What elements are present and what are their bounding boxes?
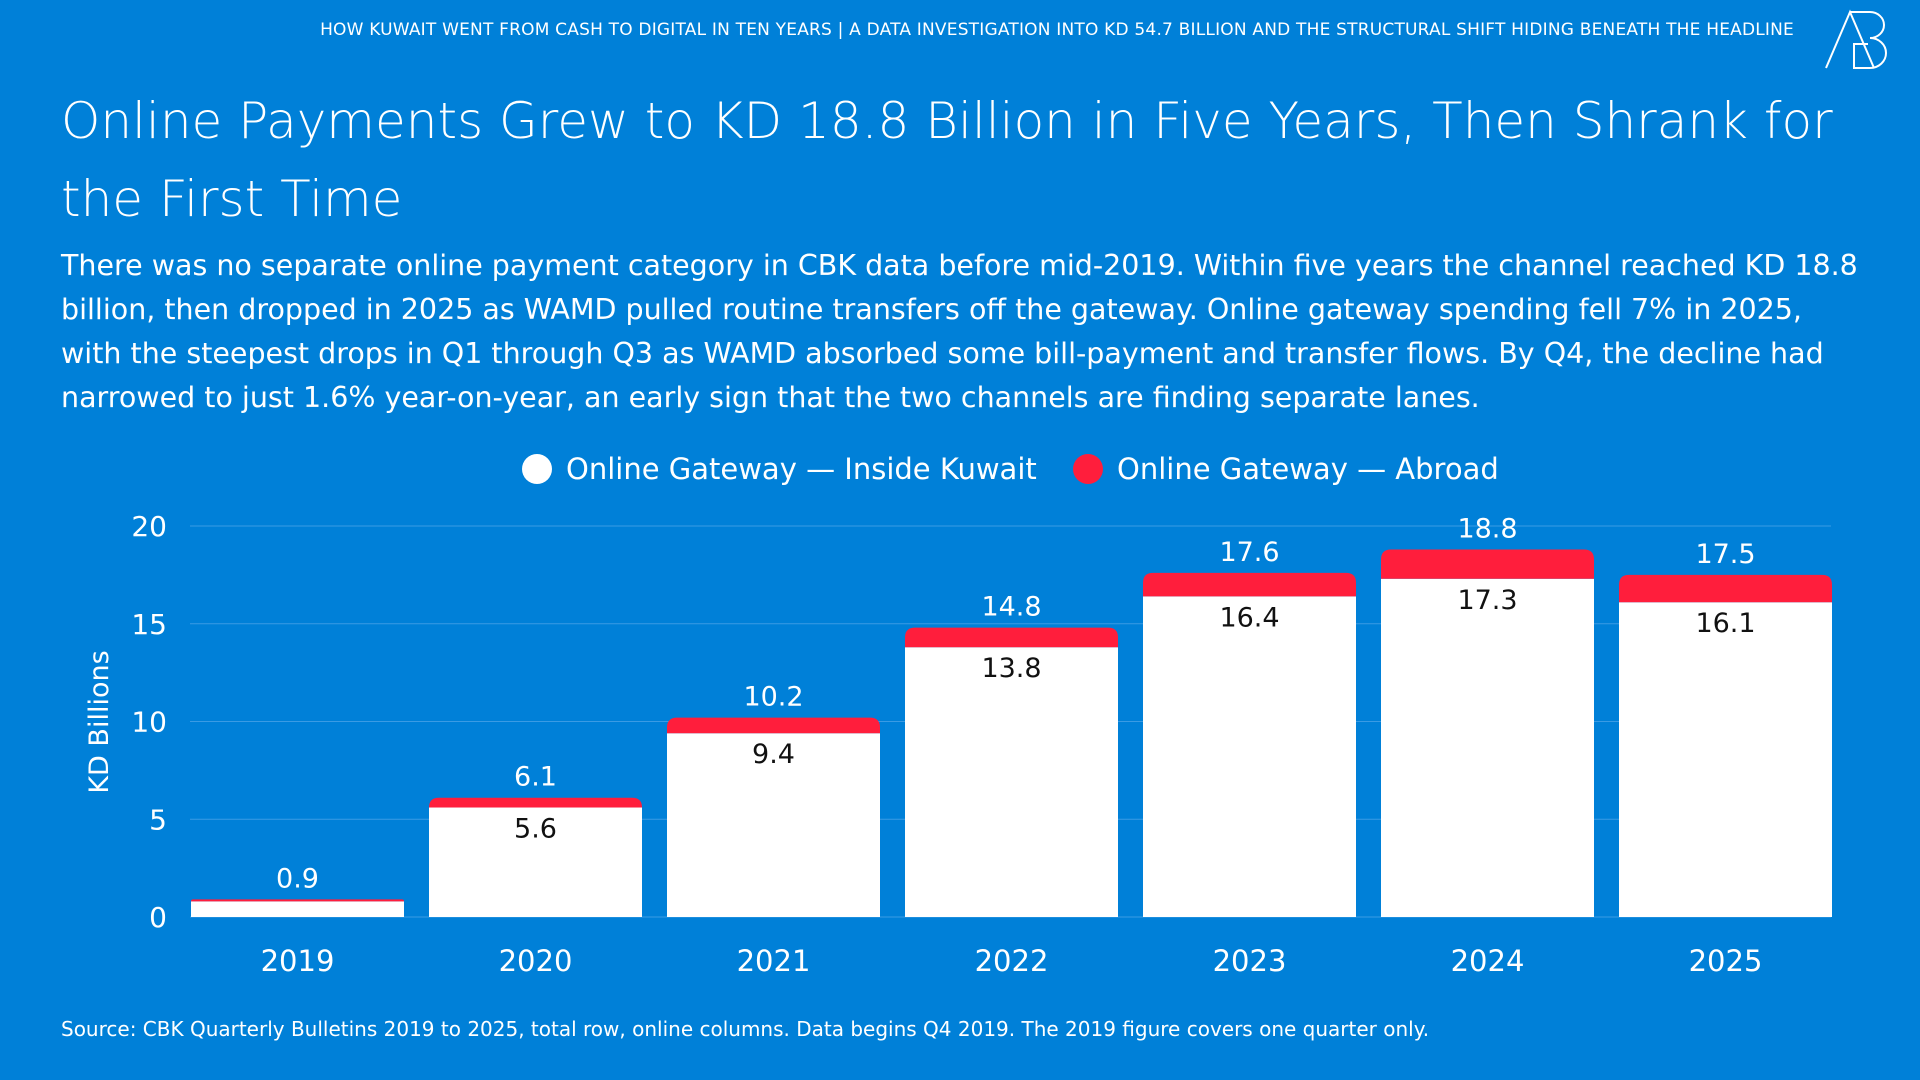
- bar-abroad: [191, 899, 404, 902]
- legend-swatch-abroad: [1073, 454, 1103, 484]
- source-note: Source: CBK Quarterly Bulletins 2019 to …: [61, 1017, 1430, 1041]
- x-tick-label: 2020: [499, 944, 573, 978]
- total-label: 14.8: [981, 592, 1041, 623]
- bar-abroad: [1143, 572, 1356, 597]
- bar-inside: [191, 901, 404, 917]
- legend-swatch-inside: [522, 454, 552, 484]
- bar-abroad: [667, 717, 880, 734]
- total-label: 0.9: [276, 863, 319, 894]
- bar-inside: [1143, 596, 1356, 917]
- bar-abroad: [1381, 549, 1594, 579]
- inside-label: 16.4: [1219, 602, 1279, 633]
- header-kicker: HOW KUWAIT WENT FROM CASH TO DIGITAL IN …: [320, 20, 1794, 40]
- page-subtitle: There was no separate online payment cat…: [61, 249, 1858, 414]
- logo-icon: [1825, 9, 1887, 69]
- bar-inside: [429, 807, 642, 917]
- page-title: Online Payments Grew to KD 18.8 Billion …: [61, 92, 1833, 228]
- bar-abroad: [1619, 574, 1832, 603]
- legend-item-inside: Online Gateway — Inside Kuwait: [522, 452, 1037, 486]
- bar-abroad: [429, 797, 642, 808]
- x-tick-label: 2025: [1689, 944, 1763, 978]
- y-tick-label: 5: [149, 803, 167, 836]
- total-label: 18.8: [1457, 513, 1517, 544]
- legend-item-abroad: Online Gateway — Abroad: [1073, 452, 1499, 486]
- x-tick-label: 2019: [261, 944, 335, 978]
- y-tick-label: 0: [149, 901, 167, 934]
- total-label: 10.2: [743, 682, 803, 713]
- x-tick-label: 2022: [975, 944, 1049, 978]
- x-tick-label: 2024: [1451, 944, 1525, 978]
- x-tick-label: 2023: [1213, 944, 1287, 978]
- legend-label: Online Gateway — Abroad: [1117, 452, 1499, 486]
- total-label: 17.6: [1219, 537, 1279, 568]
- total-label: 6.1: [514, 762, 557, 793]
- inside-label: 16.1: [1695, 608, 1755, 639]
- legend-label: Online Gateway — Inside Kuwait: [566, 452, 1037, 486]
- bar-abroad: [905, 627, 1118, 648]
- bar-inside: [1619, 602, 1832, 917]
- y-tick-label: 15: [131, 608, 167, 641]
- bar-inside: [1381, 578, 1594, 917]
- inside-label: 5.6: [514, 814, 557, 845]
- bar-inside: [667, 733, 880, 917]
- y-axis-label: KD Billions: [84, 650, 115, 793]
- bar-inside: [905, 647, 1118, 917]
- legend: Online Gateway — Inside Kuwait Online Ga…: [0, 452, 1920, 488]
- inside-label: 9.4: [752, 739, 795, 770]
- x-tick-label: 2021: [737, 944, 811, 978]
- y-tick-label: 10: [131, 706, 167, 739]
- inside-label: 17.3: [1457, 585, 1517, 616]
- y-tick-label: 20: [131, 510, 167, 543]
- inside-label: 13.8: [981, 653, 1041, 684]
- total-label: 17.5: [1695, 539, 1755, 570]
